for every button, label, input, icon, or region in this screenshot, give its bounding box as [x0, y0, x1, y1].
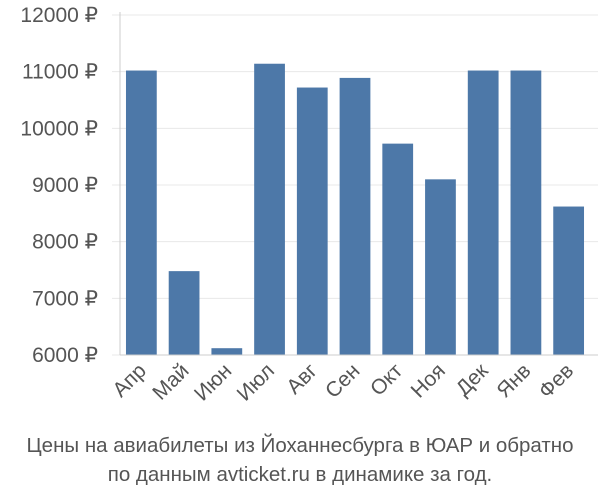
- y-tick-label: 6000 ₽: [32, 344, 98, 367]
- bars: [125, 63, 585, 356]
- y-tick-label: 9000 ₽: [32, 174, 98, 197]
- y-tick-label: 12000 ₽: [20, 4, 98, 27]
- x-tick-label: Янв: [492, 359, 535, 402]
- caption-line-1: Цены на авиабилеты из Йоханнесбурга в ЮА…: [26, 434, 574, 457]
- y-tick-label: 10000 ₽: [20, 117, 98, 140]
- y-tick-labels: 6000 ₽ 7000 ₽ 8000 ₽ 9000 ₽ 10000 ₽ 11000 ₽ 12…: [20, 4, 98, 367]
- x-tick-label: Авг: [282, 359, 322, 399]
- bar-7: [382, 143, 414, 355]
- x-tick-label: Окт: [366, 359, 408, 401]
- bar-4: [254, 63, 285, 355]
- x-tick-label: Фев: [534, 359, 578, 403]
- x-tick-label: Июл: [233, 359, 279, 405]
- caption-line-2: по данным avticket.ru в динамике за год.: [107, 463, 493, 486]
- bar-8: [425, 179, 456, 355]
- x-tick-label: Май: [148, 359, 193, 404]
- x-tick-label: Апр: [108, 359, 150, 401]
- bar-11: [553, 206, 585, 355]
- y-tick-label: 8000 ₽: [32, 231, 98, 254]
- bar-5: [296, 87, 328, 356]
- bar-1: [125, 70, 157, 356]
- y-tick-label: 11000 ₽: [22, 61, 98, 84]
- bar-9: [467, 70, 499, 356]
- bar-3: [211, 348, 243, 355]
- axes: [119, 12, 598, 356]
- y-tick-label: 7000 ₽: [32, 287, 98, 310]
- bar-10: [510, 70, 542, 356]
- x-tick-label: Сен: [321, 359, 364, 402]
- bar-chart: 6000 ₽ 7000 ₽ 8000 ₽ 9000 ₽ 10000 ₽ 11000 ₽ 12…: [20, 4, 598, 406]
- chart-caption: Цены на авиабилеты из Йоханнесбурга в ЮА…: [0, 431, 600, 489]
- x-tick-label: Дек: [452, 359, 494, 401]
- x-tick-label: Июн: [190, 359, 236, 405]
- x-tick-label: Ноя: [407, 359, 450, 402]
- bar-6: [339, 77, 371, 356]
- bar-2: [168, 271, 200, 355]
